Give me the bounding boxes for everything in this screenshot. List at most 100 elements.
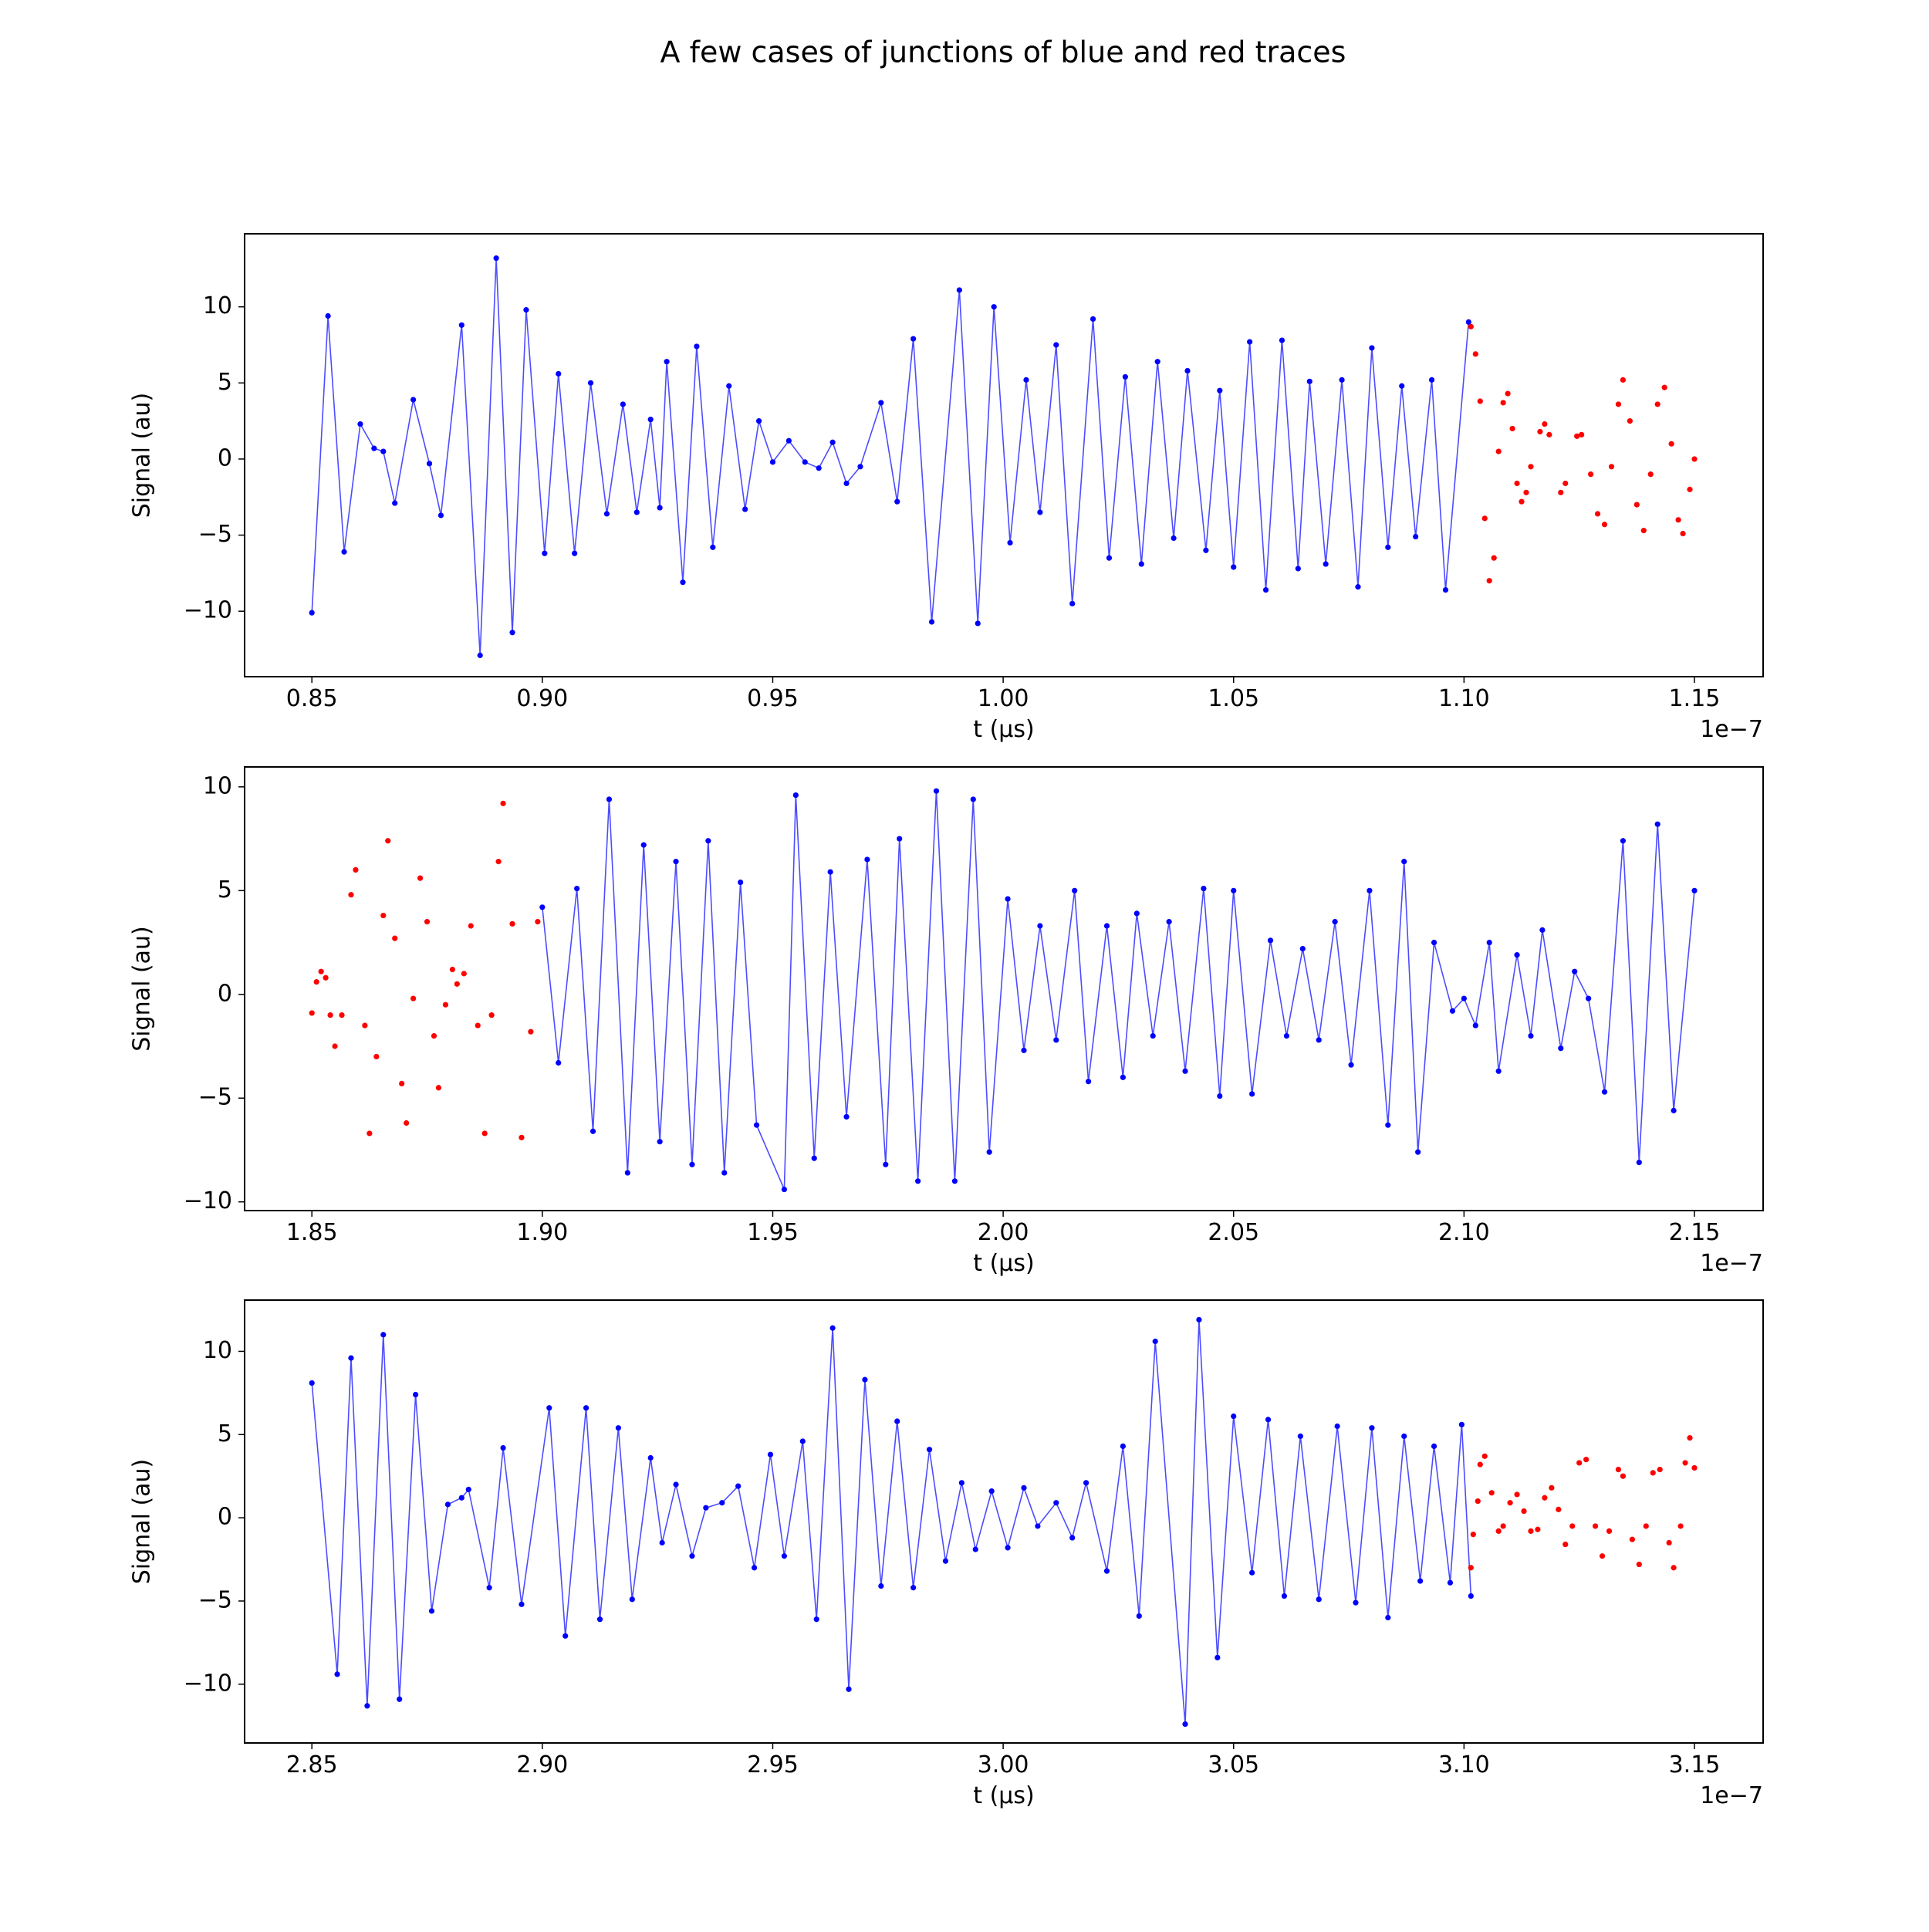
- data-point: [1576, 1460, 1583, 1466]
- data-point: [488, 1012, 495, 1018]
- data-point: [1201, 886, 1207, 892]
- data-point: [325, 312, 331, 319]
- data-point: [1262, 586, 1269, 593]
- data-point: [397, 1696, 403, 1702]
- data-point: [1468, 1565, 1474, 1571]
- data-point: [986, 1149, 992, 1155]
- data-point: [1053, 342, 1059, 348]
- axes-frame: [244, 233, 1764, 677]
- data-point: [1687, 486, 1693, 492]
- data-point: [477, 652, 483, 658]
- data-point: [1431, 1443, 1437, 1449]
- data-point: [926, 1447, 933, 1453]
- x-tick-label: 3.05: [1208, 1751, 1259, 1778]
- data-point: [1472, 351, 1478, 357]
- data-point: [673, 1481, 679, 1488]
- y-tick-label: −5: [198, 521, 232, 548]
- data-point: [1586, 995, 1592, 1001]
- data-point: [1085, 1079, 1092, 1085]
- x-tick-label: 2.85: [286, 1751, 338, 1778]
- data-point: [753, 1122, 760, 1128]
- data-point: [1103, 923, 1110, 929]
- data-point: [689, 1553, 695, 1559]
- data-point: [1691, 887, 1698, 893]
- subplot: 1.85 1.90 1.95 2.00 2.05 2.10 2.15 −10 −5 0 5 10 t (…: [129, 766, 1764, 1277]
- data-point: [385, 838, 391, 844]
- data-point: [449, 966, 455, 973]
- x-tick-label: 1.90: [516, 1219, 568, 1246]
- data-point: [816, 465, 822, 471]
- data-point: [1247, 339, 1253, 345]
- data-point: [1500, 1523, 1506, 1529]
- data-point: [465, 1486, 471, 1493]
- data-point: [703, 1505, 709, 1511]
- data-point: [1542, 421, 1548, 427]
- data-point: [1615, 1466, 1622, 1473]
- data-point: [1528, 1528, 1534, 1535]
- data-point: [1196, 1316, 1202, 1323]
- data-point: [437, 512, 444, 518]
- data-point: [1323, 561, 1329, 567]
- data-point: [1348, 1062, 1354, 1068]
- data-point: [535, 919, 541, 925]
- data-point: [1574, 433, 1580, 439]
- data-point: [590, 1128, 596, 1134]
- data-point: [1053, 1037, 1059, 1043]
- y-tick-label: −10: [184, 597, 232, 624]
- data-point: [1417, 1578, 1424, 1584]
- y-tick-label: 0: [218, 444, 232, 471]
- data-point: [1103, 1568, 1110, 1574]
- data-point: [792, 792, 799, 799]
- data-point: [1546, 431, 1552, 437]
- data-point: [1182, 1068, 1188, 1074]
- data-point: [738, 879, 744, 886]
- data-point: [1021, 1047, 1027, 1053]
- data-point: [424, 919, 431, 925]
- data-point: [353, 866, 359, 873]
- data-point: [878, 400, 884, 406]
- data-point: [1295, 566, 1301, 572]
- data-point: [827, 869, 833, 875]
- data-point: [785, 437, 792, 444]
- data-point: [1627, 418, 1633, 424]
- data-point: [1120, 1074, 1126, 1080]
- data-point: [1636, 1561, 1642, 1568]
- data-point: [1401, 1433, 1407, 1440]
- data-point: [1691, 1464, 1698, 1471]
- x-axis-label: t (μs): [973, 1782, 1034, 1809]
- y-tick-label: 10: [203, 1337, 232, 1364]
- data-point: [574, 886, 580, 892]
- data-point: [1666, 1539, 1672, 1546]
- y-tick-label: 10: [203, 772, 232, 799]
- data-point: [587, 380, 594, 386]
- data-point: [410, 995, 417, 1001]
- data-point: [1122, 373, 1128, 380]
- data-point: [928, 619, 935, 625]
- axes-frame: [244, 766, 1764, 1211]
- data-point: [1488, 1490, 1495, 1496]
- data-point: [1037, 509, 1043, 515]
- y-axis-label: Signal (au): [129, 1459, 156, 1585]
- data-point: [1500, 400, 1506, 406]
- data-point: [1528, 1032, 1534, 1039]
- data-point: [1675, 517, 1681, 523]
- y-axis-label: Signal (au): [129, 393, 156, 518]
- data-point: [1562, 1542, 1569, 1548]
- data-point: [735, 1483, 742, 1489]
- x-tick-label: 2.10: [1438, 1219, 1490, 1246]
- data-point: [1475, 1498, 1481, 1505]
- data-point: [1401, 859, 1407, 865]
- data-point: [857, 464, 863, 470]
- data-point: [509, 630, 515, 636]
- data-point: [1203, 547, 1209, 553]
- y-tick-label: −10: [184, 1187, 232, 1214]
- data-point: [1428, 377, 1435, 383]
- data-point: [1385, 544, 1391, 550]
- data-point: [673, 859, 679, 865]
- data-point: [1677, 1523, 1684, 1529]
- data-point: [755, 418, 762, 424]
- y-tick-label: 0: [218, 980, 232, 1007]
- plot-area: [309, 255, 1698, 658]
